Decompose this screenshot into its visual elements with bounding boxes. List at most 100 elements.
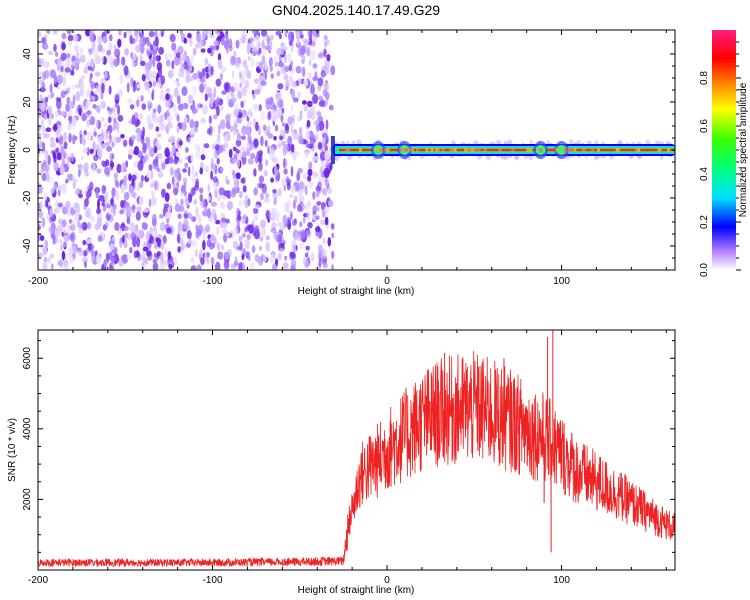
noise-cell [246,233,251,240]
noise-cell [207,184,211,192]
noise-cell [306,100,313,108]
band-bright-spot-inner [556,145,567,155]
noise-cell [106,55,114,64]
noise-cell [270,34,274,41]
noise-cell [111,108,117,119]
noise-cell [305,252,308,258]
noise-cell [189,119,195,129]
noise-cell [319,99,325,106]
noise-cell [238,38,242,47]
noise-cell [313,155,319,161]
noise-cell [291,89,296,100]
noise-cell [310,252,315,262]
noise-cell [223,40,229,50]
noise-cell [216,227,220,236]
noise-cell [226,201,233,211]
noise-cell [129,221,135,233]
noise-cell [148,164,153,171]
noise-cell [264,139,268,147]
noise-cell [148,198,152,208]
noise-cell [242,151,247,159]
noise-cell [114,93,121,101]
noise-cell [327,187,333,195]
noise-cell [146,230,150,241]
noise-cell [287,52,292,62]
noise-cell [43,60,50,69]
band-halo-cell [498,140,502,144]
noise-cell [133,161,139,168]
band-speck [358,148,362,152]
noise-cell [321,65,327,72]
noise-cell [264,70,268,81]
y-tick-label: 20 [22,96,33,108]
noise-cell [95,84,102,94]
noise-cell [96,168,102,174]
noise-cell [269,65,273,72]
noise-cell [141,222,148,230]
noise-cell [257,156,262,162]
noise-cell [141,103,147,110]
noise-cell [169,33,176,43]
noise-cell [47,201,51,207]
noise-cell [206,86,212,95]
noise-cell [74,57,81,65]
noise-cell [269,109,276,120]
spectrogram-x-axis-label: Height of straight line (km) [298,286,415,297]
noise-cell [132,150,139,155]
noise-cell [228,38,233,49]
noise-cell [148,147,155,158]
noise-cell [190,265,197,270]
noise-cell [254,35,260,43]
noise-cell [286,182,291,191]
noise-cell [300,137,304,145]
noise-cell [45,96,49,103]
band-speck [347,148,351,152]
noise-cell [111,153,115,160]
x-tick-label: -100 [203,276,223,287]
noise-cell [217,124,221,135]
noise-cell [202,30,209,39]
noise-cell [45,127,52,132]
noise-cell [164,53,168,61]
noise-cell [223,260,230,270]
band-speck [555,148,559,152]
noise-cell [97,135,103,144]
noise-cell [143,207,149,213]
noise-cell [121,56,126,66]
noise-cell [305,245,311,251]
noise-cell [247,55,251,62]
noise-cell [155,126,160,132]
noise-cell [256,41,262,50]
noise-cell [331,264,334,270]
noise-cell [179,30,183,36]
noise-cell [133,227,138,235]
noise-cell [167,53,173,58]
noise-cell [131,60,136,67]
noise-cell [70,234,75,242]
band-halo-cell [637,155,643,160]
band-speck [430,148,434,152]
noise-cell [233,108,240,118]
noise-cell [204,57,209,66]
noise-cell [226,179,230,185]
noise-cell [203,83,207,90]
noise-cell [316,123,320,132]
noise-cell [48,50,54,56]
noise-cell [322,238,326,244]
noise-cell [320,72,327,77]
snr-x-axis-label: Height of straight line (km) [298,585,415,596]
noise-cell [157,107,161,114]
noise-cell [317,77,324,87]
noise-cell [48,118,52,126]
noise-cell [51,263,54,270]
noise-cell [136,237,141,248]
noise-cell [189,38,193,47]
noise-cell [220,212,226,218]
noise-cell [321,132,328,139]
noise-cell [203,143,210,149]
chart-title: GN04.2025.140.17.49.G29 [272,2,440,18]
noise-cell [284,256,287,265]
noise-cell [118,30,122,36]
noise-cell [53,74,58,85]
noise-cell [242,98,247,104]
